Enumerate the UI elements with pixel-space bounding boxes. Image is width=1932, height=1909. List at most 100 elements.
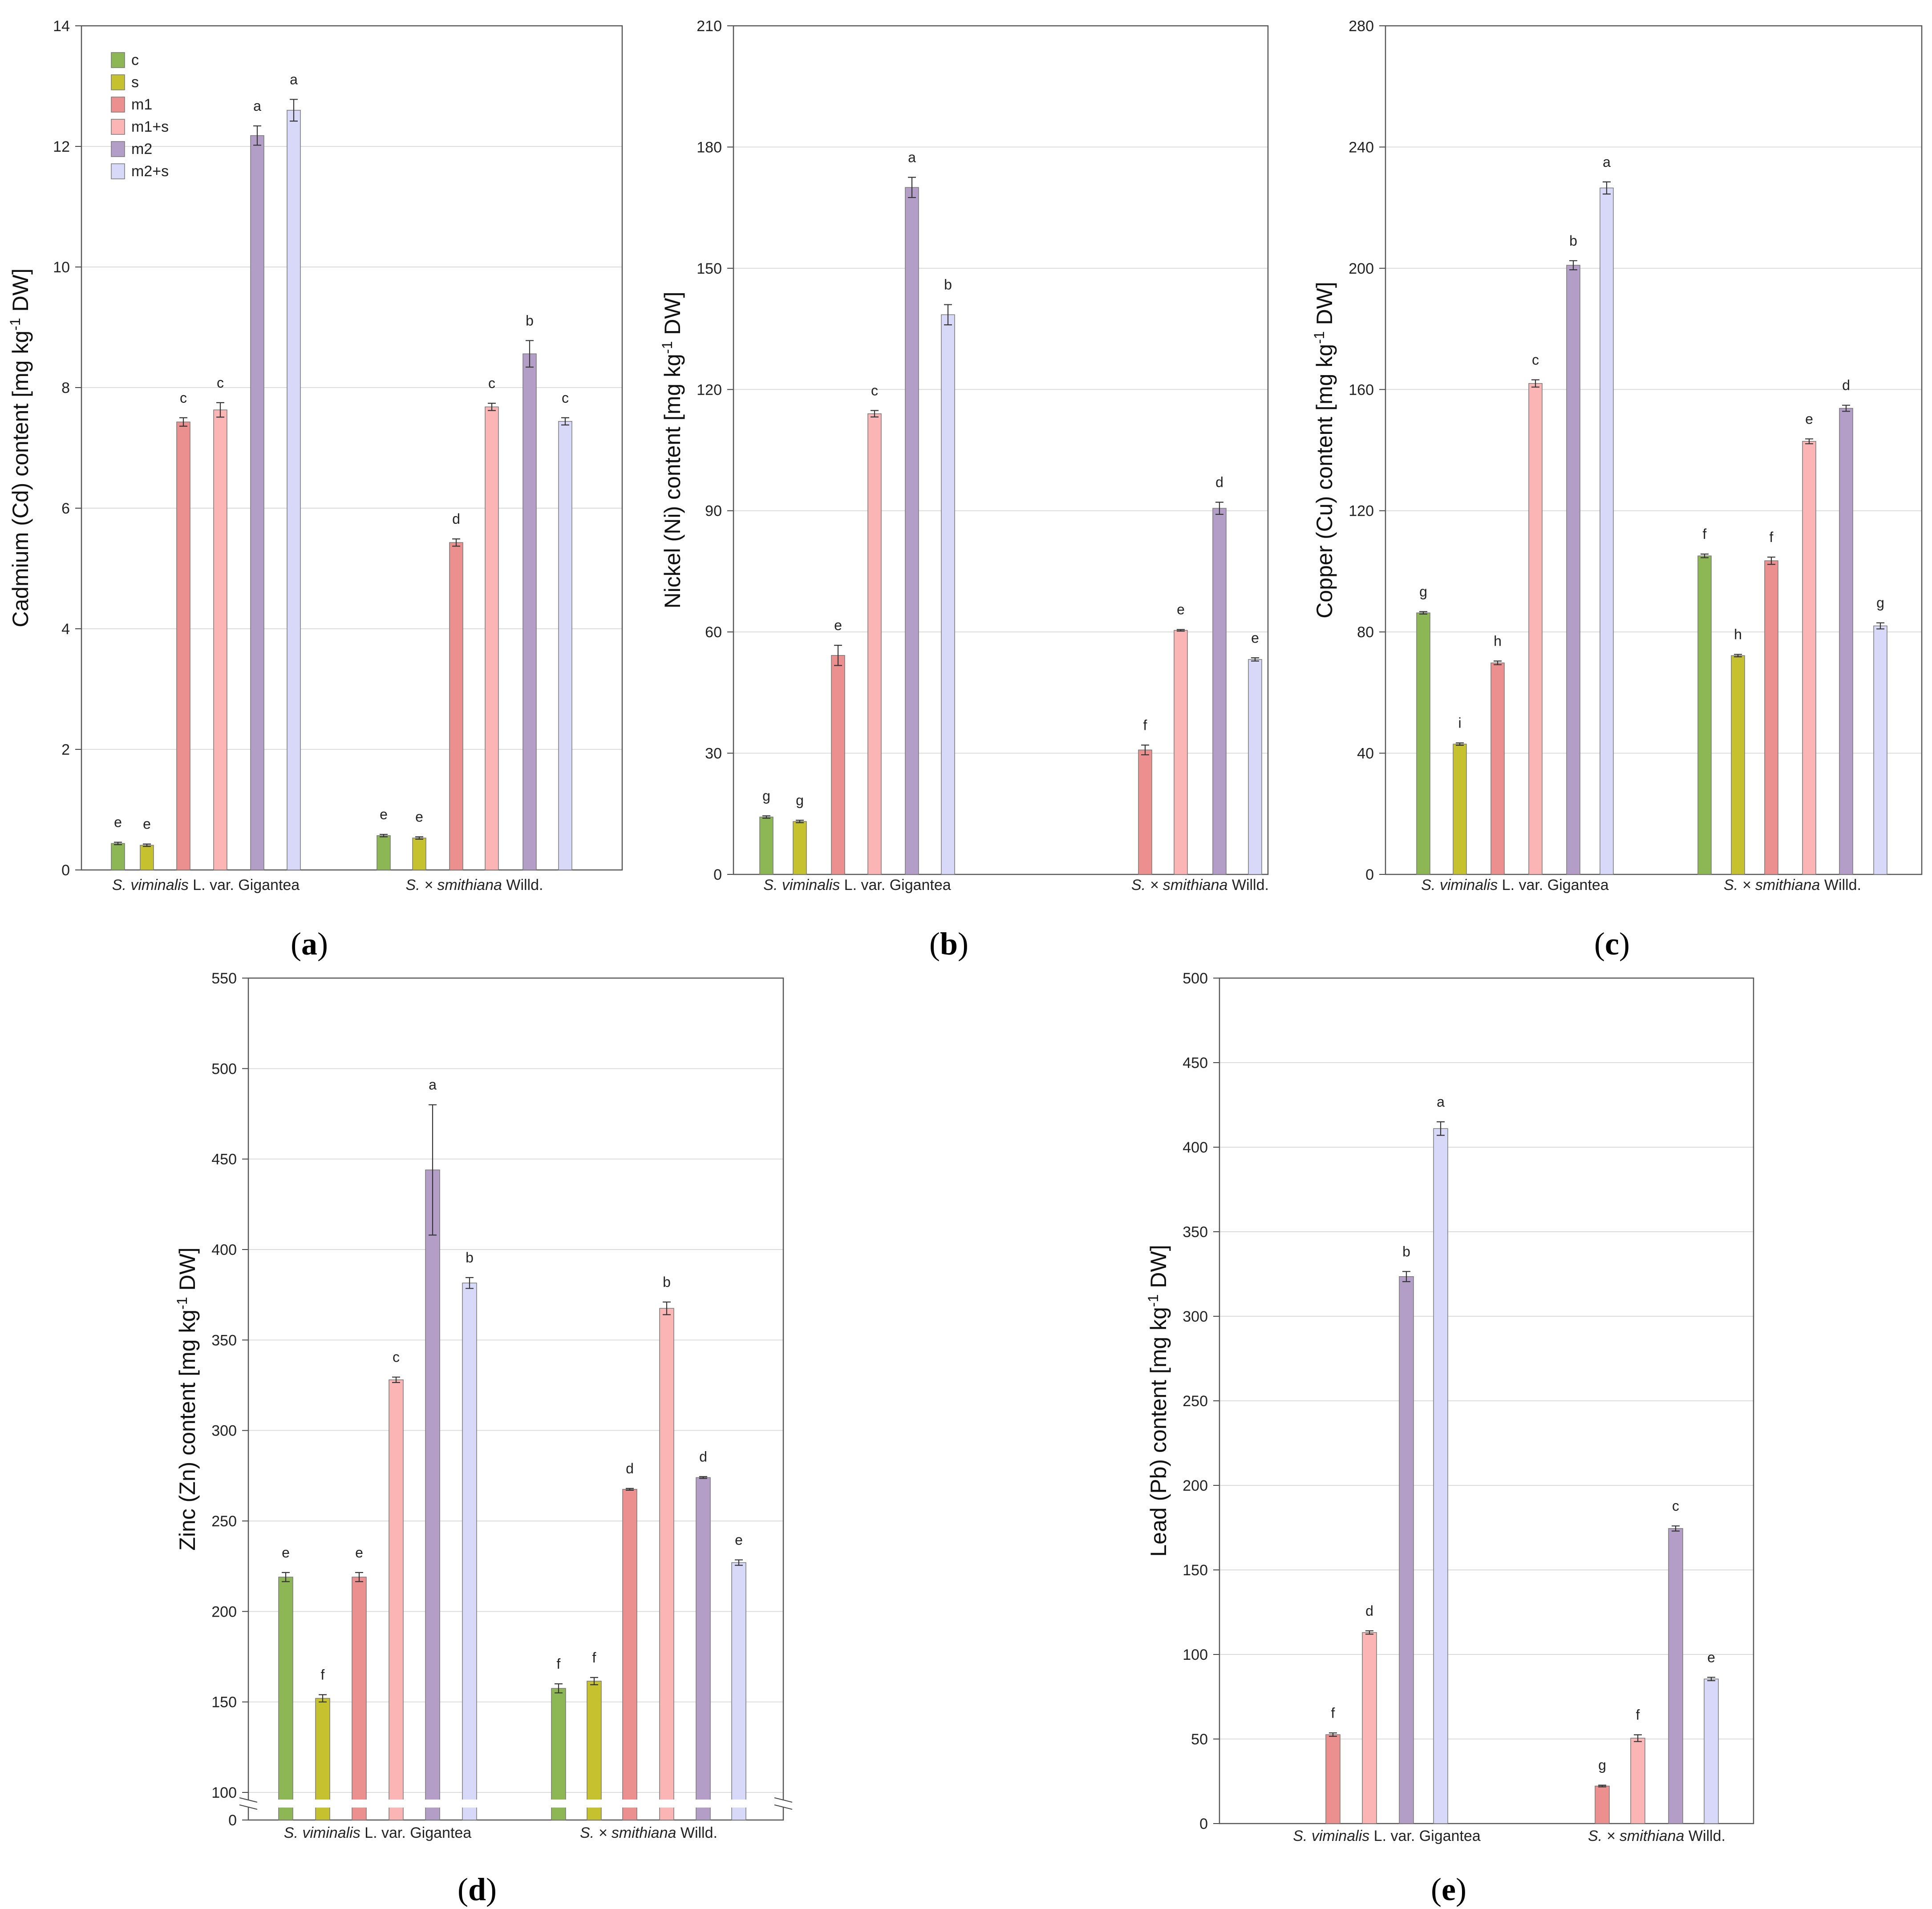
y-tick-label: 400 bbox=[211, 1242, 237, 1258]
y-axis-label-end: DW] bbox=[8, 268, 33, 318]
significance-letter: f bbox=[557, 1656, 561, 1672]
legend-label: m2 bbox=[131, 141, 152, 158]
x-group-label-rest: Willd. bbox=[1684, 1828, 1725, 1844]
y-tick-label: 0 bbox=[61, 862, 70, 879]
significance-letter: f bbox=[1703, 526, 1707, 542]
bar-m1+s bbox=[1528, 383, 1543, 875]
bar-m2+s bbox=[1704, 1678, 1719, 1824]
bar-m2+s bbox=[1600, 187, 1614, 875]
y-axis-label-end: DW] bbox=[660, 292, 685, 341]
y-tick-label: 100 bbox=[1183, 1646, 1208, 1663]
x-group-label-rest: Willd. bbox=[1227, 877, 1269, 894]
x-group-label-rest: Willd. bbox=[676, 1824, 717, 1841]
legend-swatch-c bbox=[111, 52, 125, 68]
y-axis-label: Copper (Cu) content [mg kg-1 DW] bbox=[1311, 282, 1337, 619]
significance-letter: b bbox=[1402, 1243, 1410, 1259]
significance-letter: a bbox=[429, 1077, 437, 1093]
y-tick-label: 8 bbox=[61, 380, 70, 396]
legend: cs m1 m1+s m2 m2+s bbox=[111, 52, 169, 180]
significance-letter: c bbox=[488, 375, 495, 391]
significance-letter: e bbox=[114, 814, 122, 830]
significance-letter: d bbox=[1365, 1603, 1373, 1619]
x-group-label-rest: L. var. Gigantea bbox=[189, 877, 300, 894]
y-axis-label-sup: -1 bbox=[659, 341, 675, 354]
bar-m1+s bbox=[485, 406, 499, 870]
significance-letter: e bbox=[1707, 1649, 1715, 1665]
bar-m2 bbox=[522, 353, 537, 870]
plot-frame bbox=[733, 25, 1269, 875]
y-axis-label: Zinc (Zn) content [mg kg-1 DW] bbox=[174, 1247, 200, 1550]
significance-letter: c bbox=[217, 375, 224, 391]
legend-label: m1 bbox=[131, 96, 152, 113]
significance-letter: c bbox=[1672, 1498, 1679, 1514]
bar-m2 bbox=[1566, 265, 1580, 875]
x-group-label: S. viminalis L. var. Gigantea bbox=[284, 1824, 472, 1841]
significance-letter: e bbox=[380, 806, 388, 822]
x-group-label-italic: S. × smithiana bbox=[406, 877, 502, 894]
y-axis-label-end: DW] bbox=[175, 1247, 200, 1297]
x-group-label-italic: S. viminalis bbox=[1421, 877, 1498, 894]
significance-letter: g bbox=[762, 788, 770, 804]
bar-s bbox=[412, 837, 426, 870]
y-tick-label: 0 bbox=[713, 866, 722, 883]
bar-m1 bbox=[622, 1489, 637, 1820]
y-tick-label: 150 bbox=[1183, 1562, 1208, 1579]
bar-c bbox=[111, 843, 125, 870]
y-axis-label-sup: -1 bbox=[174, 1297, 190, 1309]
x-group-label-italic: S. × smithiana bbox=[1131, 877, 1227, 894]
y-tick-label: 300 bbox=[1183, 1308, 1208, 1325]
bar-m2 bbox=[905, 187, 919, 875]
chart-d: 0 100 150 200 250 300 350 400 450 500 550 e f f f e d c b a… bbox=[174, 970, 793, 1907]
significance-letter: b bbox=[944, 277, 952, 293]
caption-letter: d bbox=[468, 1872, 486, 1907]
x-group-label-rest: L. var. Gigantea bbox=[840, 877, 951, 894]
significance-letter: e bbox=[1805, 411, 1813, 427]
y-tick-label: 120 bbox=[1349, 503, 1374, 520]
significance-letter: c bbox=[562, 390, 569, 406]
y-tick-label: 0 bbox=[1199, 1816, 1208, 1832]
bar-s bbox=[1453, 744, 1467, 875]
bar-m1+s bbox=[1362, 1632, 1377, 1824]
y-tick-label: 150 bbox=[211, 1694, 237, 1711]
axis-break-gap bbox=[239, 1800, 792, 1808]
significance-letter: c bbox=[871, 383, 878, 399]
bar-c bbox=[278, 1577, 293, 1820]
y-tick-label: 280 bbox=[1349, 18, 1374, 35]
y-axis-label-sup: -1 bbox=[1311, 331, 1327, 344]
caption-paren-open: ( bbox=[1594, 926, 1605, 962]
bar-m1+s bbox=[213, 409, 227, 870]
significance-letter: a bbox=[290, 71, 298, 87]
significance-letter: e bbox=[143, 816, 151, 832]
caption: (c) bbox=[1594, 926, 1630, 962]
caption-paren-close: ) bbox=[958, 926, 968, 962]
y-axis-label: Lead (Pb) content [mg kg-1 DW] bbox=[1145, 1245, 1171, 1557]
x-group-label: S. × smithiana Willd. bbox=[1588, 1828, 1725, 1844]
caption: (b) bbox=[929, 926, 968, 962]
significance-letter: a bbox=[908, 150, 916, 166]
plot-frame bbox=[81, 25, 623, 871]
significance-letter: g bbox=[1419, 584, 1427, 600]
y-tick-label: 0 bbox=[1365, 866, 1374, 883]
y-axis-label: Cadmium (Cd) content [mg kg-1 DW] bbox=[7, 268, 33, 627]
bar-m1+s bbox=[1802, 441, 1816, 875]
x-group-label-rest: Willd. bbox=[1820, 877, 1861, 894]
significance-letter: g bbox=[1876, 595, 1884, 611]
chart-e: 0 50 100 150 200 250 300 350 400 450 500 f g d f b c a e S.… bbox=[1145, 970, 1754, 1907]
y-axis-label: Nickel (Ni) content [mg kg-1 DW] bbox=[659, 292, 685, 609]
legend-label: m1+s bbox=[131, 118, 169, 135]
bar-m1 bbox=[1595, 1785, 1610, 1824]
y-tick-label: 200 bbox=[211, 1603, 237, 1620]
bar-c bbox=[759, 817, 774, 875]
chart-c: 0 40 80 120 160 200 240 280 g f i h h f c e b d a g S. vimin… bbox=[1311, 18, 1923, 962]
y-tick-label: 14 bbox=[53, 18, 70, 35]
y-tick-label: 120 bbox=[697, 381, 722, 398]
y-tick-label: 4 bbox=[61, 621, 70, 638]
bar-m2+s bbox=[731, 1562, 746, 1820]
significance-letter: c bbox=[180, 390, 187, 406]
x-group-label: S. × smithiana Willd. bbox=[580, 1824, 717, 1841]
bar-s bbox=[140, 845, 154, 870]
y-tick-label: 500 bbox=[211, 1060, 237, 1077]
y-axis-label-sup: -1 bbox=[1145, 1294, 1161, 1307]
significance-letter: f bbox=[1636, 1707, 1640, 1723]
significance-letter: d bbox=[1215, 474, 1223, 490]
